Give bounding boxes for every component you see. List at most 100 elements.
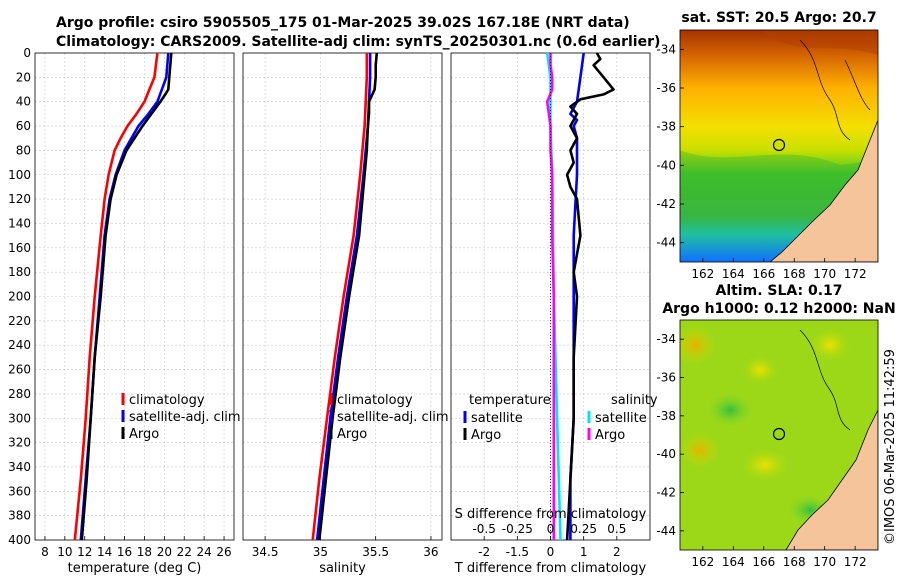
sst-map-image	[680, 30, 878, 262]
map-x-tick-label: 170	[813, 555, 836, 569]
map-x-tick-label: 162	[691, 555, 714, 569]
sla-low-blob	[706, 392, 754, 428]
sla-blob-2	[808, 327, 852, 363]
x-tick-label: 10	[57, 545, 72, 559]
sla-blob-3	[680, 432, 720, 468]
sla-map-title-line2: Argo h1000: 0.12 h2000: NaN	[662, 301, 895, 317]
temperature-frame	[34, 52, 235, 541]
x-tick-label: 0	[547, 545, 555, 559]
map-y-tick-label: -36	[656, 371, 676, 385]
salinity-panel: 34.5 35 35.5 36 salinity climatology satellite…	[242, 52, 449, 576]
map-y-tick-label: -34	[656, 332, 676, 346]
map-x-tick-label: 164	[722, 555, 745, 569]
temperature-panel: 8 10 12 14 16 18 20 22 24 26 temperature (deg C) 0 2…	[8, 46, 241, 576]
legend-title-temperature: temperature	[469, 393, 551, 408]
series-climatology	[311, 53, 369, 541]
top-tick-label: 0	[547, 522, 555, 536]
sst-warm-patch	[760, 30, 878, 55]
y-tick-label: 120	[8, 192, 31, 206]
y-tick-label: 60	[16, 119, 31, 133]
y-tick-label: 340	[8, 460, 31, 474]
map-y-tick-label: -42	[656, 486, 676, 500]
legend-label: climatology	[129, 393, 205, 408]
y-tick-label: 80	[16, 143, 31, 157]
legend-label: satellite	[595, 411, 647, 426]
map-y-tick-label: -38	[656, 120, 676, 134]
sla-blob-4	[739, 447, 791, 483]
series-s-argo	[545, 53, 556, 540]
x-tick-label: 34.5	[252, 545, 279, 559]
top-tick-label: 0.5	[607, 522, 626, 536]
x-tick-label: 12	[77, 545, 92, 559]
series-argo	[80, 52, 173, 541]
sla-high-blob	[680, 325, 717, 365]
argo-position-marker-2	[772, 427, 786, 441]
sla-map-title-line1: Altim. SLA: 0.17	[715, 283, 842, 299]
sst-map-title: sat. SST: 20.5 Argo: 20.7	[681, 10, 876, 26]
map-y-tick-label: -42	[656, 197, 676, 211]
y-tick-label: 380	[8, 509, 31, 523]
sla-map-ticks: 162 164 166 168 170 172 -34 -36 -38 -40 -42 -44	[656, 332, 866, 569]
legend-label: Argo	[337, 427, 367, 442]
x-tick-label: 16	[117, 545, 132, 559]
map-x-tick-label: 172	[844, 555, 867, 569]
y-tick-label: 360	[8, 484, 31, 498]
y-tick-label: 100	[8, 168, 31, 182]
y-tick-label: 200	[8, 290, 31, 304]
x-tick-label: -2	[478, 545, 490, 559]
y-tick-label: 280	[8, 387, 31, 401]
legend-label: Argo	[595, 428, 625, 443]
x-tick-label: 18	[137, 545, 152, 559]
difference-panel: -2 -1.5 0 1 2 T difference from climatology te…	[450, 52, 658, 576]
map-y-tick-label: -44	[656, 524, 676, 538]
figure-title-line2: Climatology: CARS2009. Satellite-adj cli…	[56, 34, 660, 50]
y-tick-label: 140	[8, 216, 31, 230]
sla-blob	[740, 354, 780, 386]
map-x-tick-label: 164	[722, 267, 745, 281]
temperature-xlabel: temperature (deg C)	[68, 561, 202, 576]
x-tick-label: 26	[216, 545, 231, 559]
y-tick-label: 160	[8, 241, 31, 255]
top-tick-label: -0.25	[502, 522, 533, 536]
y-tick-label: 40	[16, 95, 31, 109]
x-tick-label: 35	[313, 545, 328, 559]
y-tick-label: 240	[8, 338, 31, 352]
map-x-tick-label: 168	[783, 555, 806, 569]
map-x-tick-label: 172	[844, 267, 867, 281]
y-tick-label: 180	[8, 265, 31, 279]
bathymetry-contour-2	[844, 59, 871, 111]
x-tick-label: 20	[157, 545, 172, 559]
x-tick-label: -1.5	[506, 545, 529, 559]
map-x-tick-label: 170	[813, 267, 836, 281]
map-y-tick-label: -38	[656, 409, 676, 423]
map-y-tick-label: -34	[656, 42, 676, 56]
y-tick-label: 0	[23, 46, 31, 60]
series-argo	[318, 52, 379, 541]
sst-map-ticks: 162 164 166 168 170 172 -34 -36 -38 -40 -42 -44	[656, 42, 866, 281]
series-t-argo	[565, 52, 615, 541]
series-satellite-adj-clim	[315, 53, 372, 541]
legend-label: climatology	[337, 393, 413, 408]
salinity-xlabel: salinity	[319, 561, 366, 576]
bathymetry-contour-3	[799, 329, 851, 431]
sst-map-frame	[679, 29, 879, 263]
y-tick-label: 300	[8, 411, 31, 425]
top-tick-label: -0.5	[472, 522, 495, 536]
new-zealand-land-2	[785, 409, 878, 550]
top-tick-label: 0.25	[570, 522, 597, 536]
x-tick-label: 24	[197, 545, 212, 559]
sst-cool-band	[680, 150, 878, 200]
map-x-tick-label: 162	[691, 267, 714, 281]
salinity-frame	[242, 52, 443, 541]
y-tick-label: 400	[8, 533, 31, 547]
series-climatology	[73, 52, 159, 541]
x-tick-label: 14	[97, 545, 112, 559]
difference-xlabel: T difference from climatology	[454, 561, 647, 576]
legend-label: Argo	[471, 428, 501, 443]
copyright-text: ©IMOS 06-Mar-2025 11:42:59	[883, 349, 898, 545]
y-tick-label: 260	[8, 363, 31, 377]
x-tick-label: 8	[41, 545, 49, 559]
new-zealand-land	[769, 119, 878, 262]
